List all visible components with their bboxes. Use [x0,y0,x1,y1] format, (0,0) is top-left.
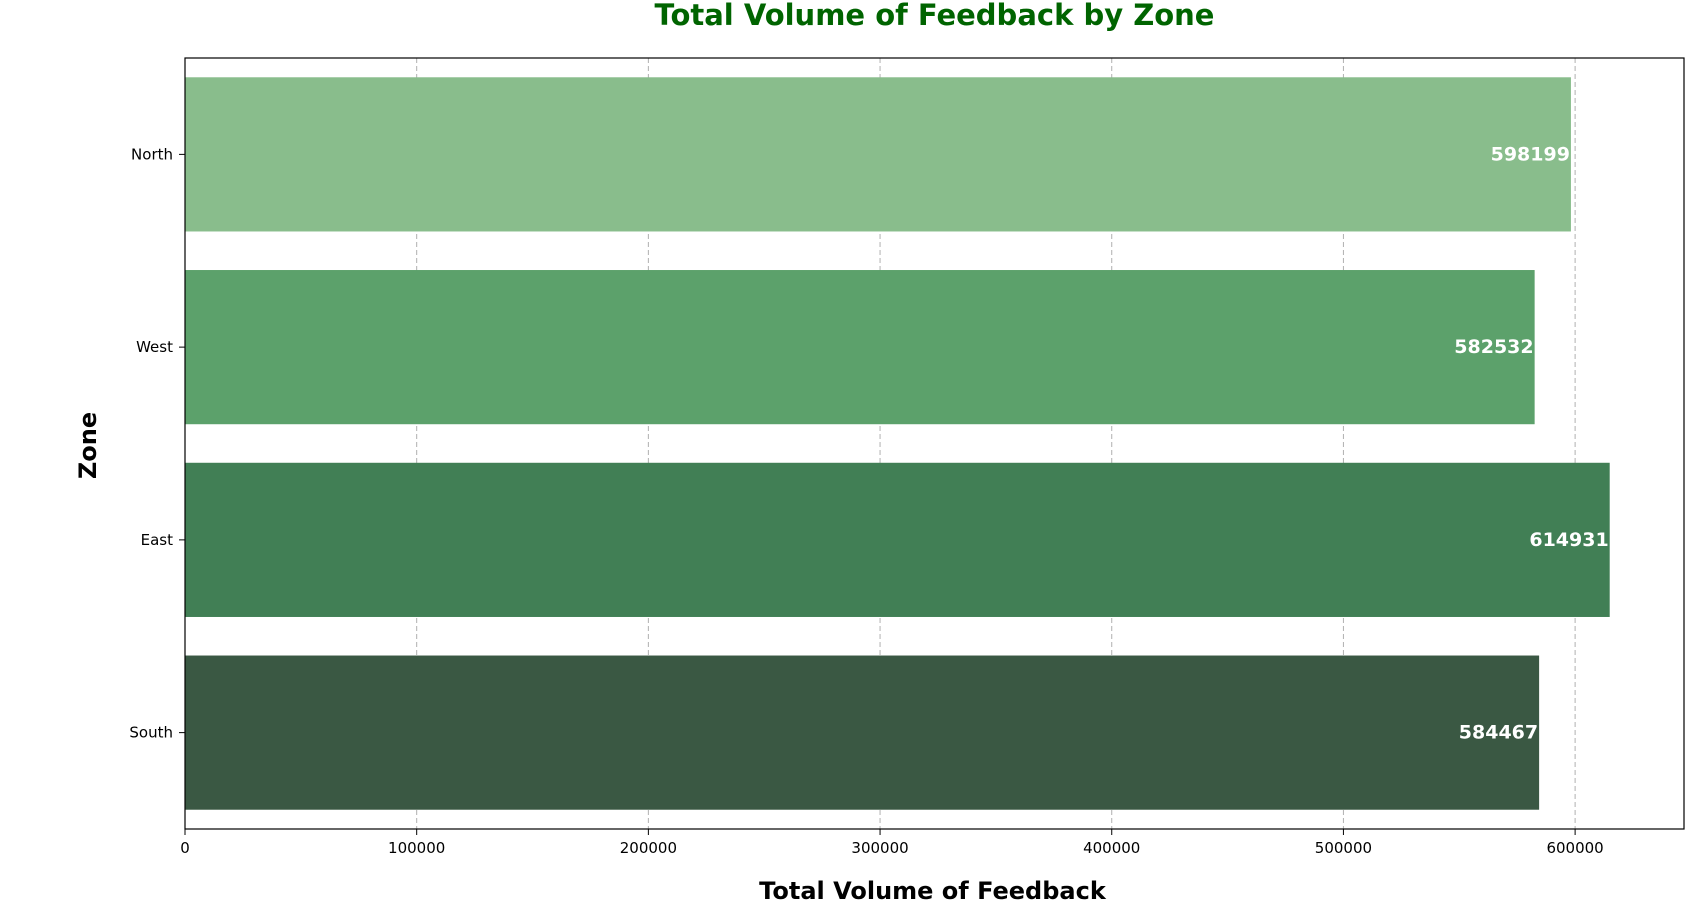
plot-frame [184,57,1685,830]
bars: 598199 582532 614931 584467 [185,77,1610,810]
chart-title: Total Volume of Feedback by Zone [655,0,1215,32]
x-axis-ticks: 0 100000 200000 300000 400000 500000 600000 [180,829,1604,857]
x-tick-label: 400000 [1083,839,1140,857]
bar-south [185,655,1540,810]
y-tick-label: North [131,145,173,163]
y-axis-ticks: North West East South [129,145,185,742]
y-tick-label: East [141,531,173,549]
y-tick-label: South [129,724,173,742]
bar-value-label: 584467 [1459,722,1538,744]
y-axis-label: Zone [74,412,102,479]
bar-north [185,77,1571,232]
x-tick-label: 500000 [1315,839,1372,857]
x-axis-label: Total Volume of Feedback [759,877,1107,905]
bar-value-label: 582532 [1454,336,1533,358]
x-tick-label: 0 [180,839,190,857]
x-tick-label: 100000 [388,839,445,857]
bar-value-label: 614931 [1529,529,1608,551]
bar-west [185,270,1535,425]
x-tick-label: 200000 [620,839,677,857]
x-tick-label: 600000 [1546,839,1603,857]
bar-east [185,462,1610,617]
x-tick-label: 300000 [851,839,908,857]
y-tick-label: West [136,338,173,356]
bar-value-label: 598199 [1491,143,1570,165]
